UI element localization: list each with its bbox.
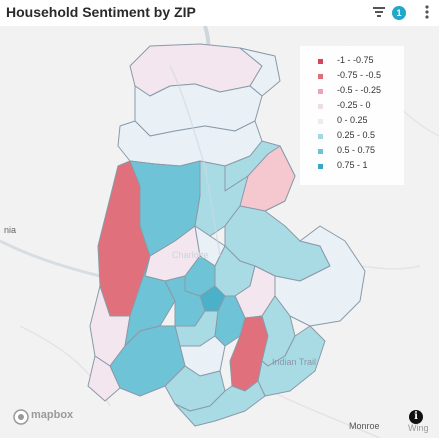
legend-swatch xyxy=(318,164,323,169)
place-label: nia xyxy=(4,225,17,235)
zip-region[interactable] xyxy=(174,380,266,427)
zip-region[interactable] xyxy=(274,225,366,327)
legend-swatch xyxy=(318,119,323,124)
legend-swatch xyxy=(318,89,323,94)
filter-icon xyxy=(373,7,385,17)
legend-label: 0.75 - 1 xyxy=(337,160,368,170)
place-label: Charlotte xyxy=(172,250,209,260)
legend-label: -0.5 - -0.25 xyxy=(337,85,382,95)
info-button[interactable]: i xyxy=(409,410,423,424)
zip-region[interactable] xyxy=(87,355,121,402)
filter-count-badge: 1 xyxy=(392,6,406,20)
card-title: Household Sentiment by ZIP xyxy=(6,4,196,20)
legend-label: -0.75 - -0.5 xyxy=(337,70,382,80)
place-label: Monroe xyxy=(349,421,380,431)
card-header: Household Sentiment by ZIP 1 xyxy=(0,0,439,26)
mapbox-logo-text: mapbox xyxy=(31,409,74,421)
legend-swatch xyxy=(318,74,323,79)
more-vertical-icon xyxy=(425,5,429,19)
legend-swatch xyxy=(318,149,323,154)
zip-region[interactable] xyxy=(109,325,186,397)
legend-label: 0 - 0.25 xyxy=(337,115,368,125)
legend-label: 0.5 - 0.75 xyxy=(337,145,376,155)
place-label: Indian Trail xyxy=(272,357,317,367)
legend-swatch xyxy=(318,59,323,64)
more-options-button[interactable] xyxy=(420,3,434,21)
legend-label: -1 - -0.75 xyxy=(337,55,374,65)
place-label: Wing xyxy=(408,423,429,433)
lake-water xyxy=(0,239,101,278)
mapbox-logo-icon xyxy=(13,409,29,425)
river-water xyxy=(169,65,221,257)
zip-region[interactable] xyxy=(257,325,326,397)
map-legend: -1 - -0.75 -0.75 - -0.5 -0.5 - -0.25 -0.25 … xyxy=(300,46,404,185)
mapbox-logo[interactable]: mapbox xyxy=(11,409,81,425)
legend-label: 0.25 - 0.5 xyxy=(337,130,376,140)
legend-label: -0.25 - 0 xyxy=(337,100,371,110)
filter-button[interactable]: 1 xyxy=(370,4,412,22)
legend-swatch xyxy=(318,134,323,139)
legend-swatch xyxy=(318,104,323,109)
